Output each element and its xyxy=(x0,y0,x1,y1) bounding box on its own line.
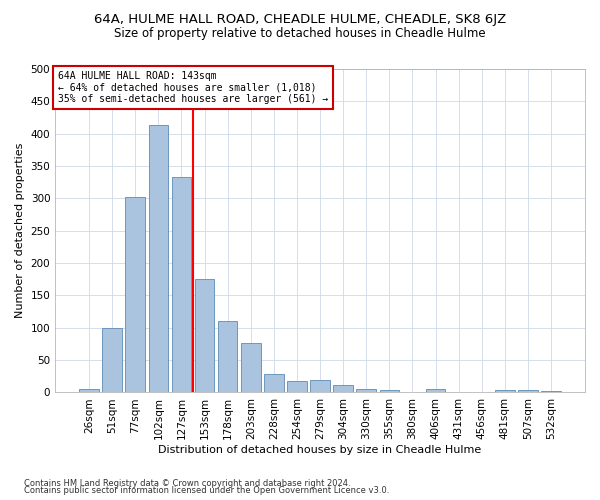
X-axis label: Distribution of detached houses by size in Cheadle Hulme: Distribution of detached houses by size … xyxy=(158,445,482,455)
Bar xyxy=(287,381,307,392)
Bar xyxy=(264,374,284,392)
Text: Size of property relative to detached houses in Cheadle Hulme: Size of property relative to detached ho… xyxy=(114,28,486,40)
Bar xyxy=(195,278,214,392)
Bar xyxy=(426,389,445,392)
Text: 64A HULME HALL ROAD: 143sqm
← 64% of detached houses are smaller (1,018)
35% of : 64A HULME HALL ROAD: 143sqm ← 64% of det… xyxy=(58,70,328,104)
Bar xyxy=(241,344,260,392)
Bar xyxy=(172,177,191,392)
Text: Contains HM Land Registry data © Crown copyright and database right 2024.: Contains HM Land Registry data © Crown c… xyxy=(24,478,350,488)
Bar xyxy=(541,391,561,392)
Bar xyxy=(79,389,99,392)
Bar xyxy=(125,197,145,392)
Y-axis label: Number of detached properties: Number of detached properties xyxy=(15,143,25,318)
Bar xyxy=(310,380,330,392)
Text: Contains public sector information licensed under the Open Government Licence v3: Contains public sector information licen… xyxy=(24,486,389,495)
Bar xyxy=(495,390,515,392)
Bar xyxy=(149,126,168,392)
Bar xyxy=(103,328,122,392)
Bar xyxy=(380,390,399,392)
Bar xyxy=(334,386,353,392)
Text: 64A, HULME HALL ROAD, CHEADLE HULME, CHEADLE, SK8 6JZ: 64A, HULME HALL ROAD, CHEADLE HULME, CHE… xyxy=(94,12,506,26)
Bar xyxy=(518,390,538,392)
Bar xyxy=(218,320,238,392)
Bar xyxy=(356,388,376,392)
